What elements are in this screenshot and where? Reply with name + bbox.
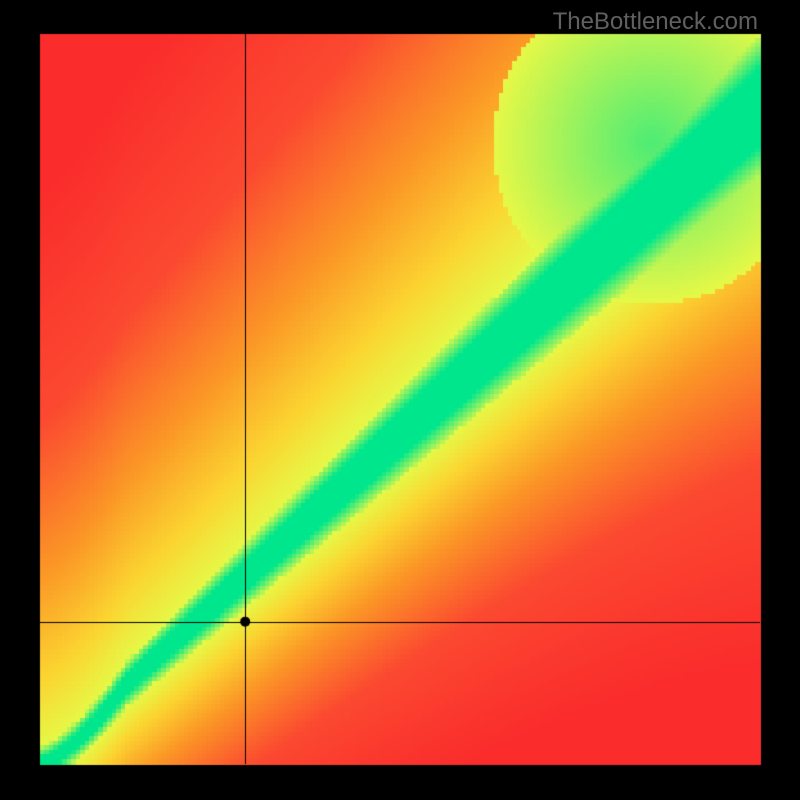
bottleneck-heatmap: [0, 0, 800, 800]
watermark-text: TheBottleneck.com: [553, 8, 758, 36]
